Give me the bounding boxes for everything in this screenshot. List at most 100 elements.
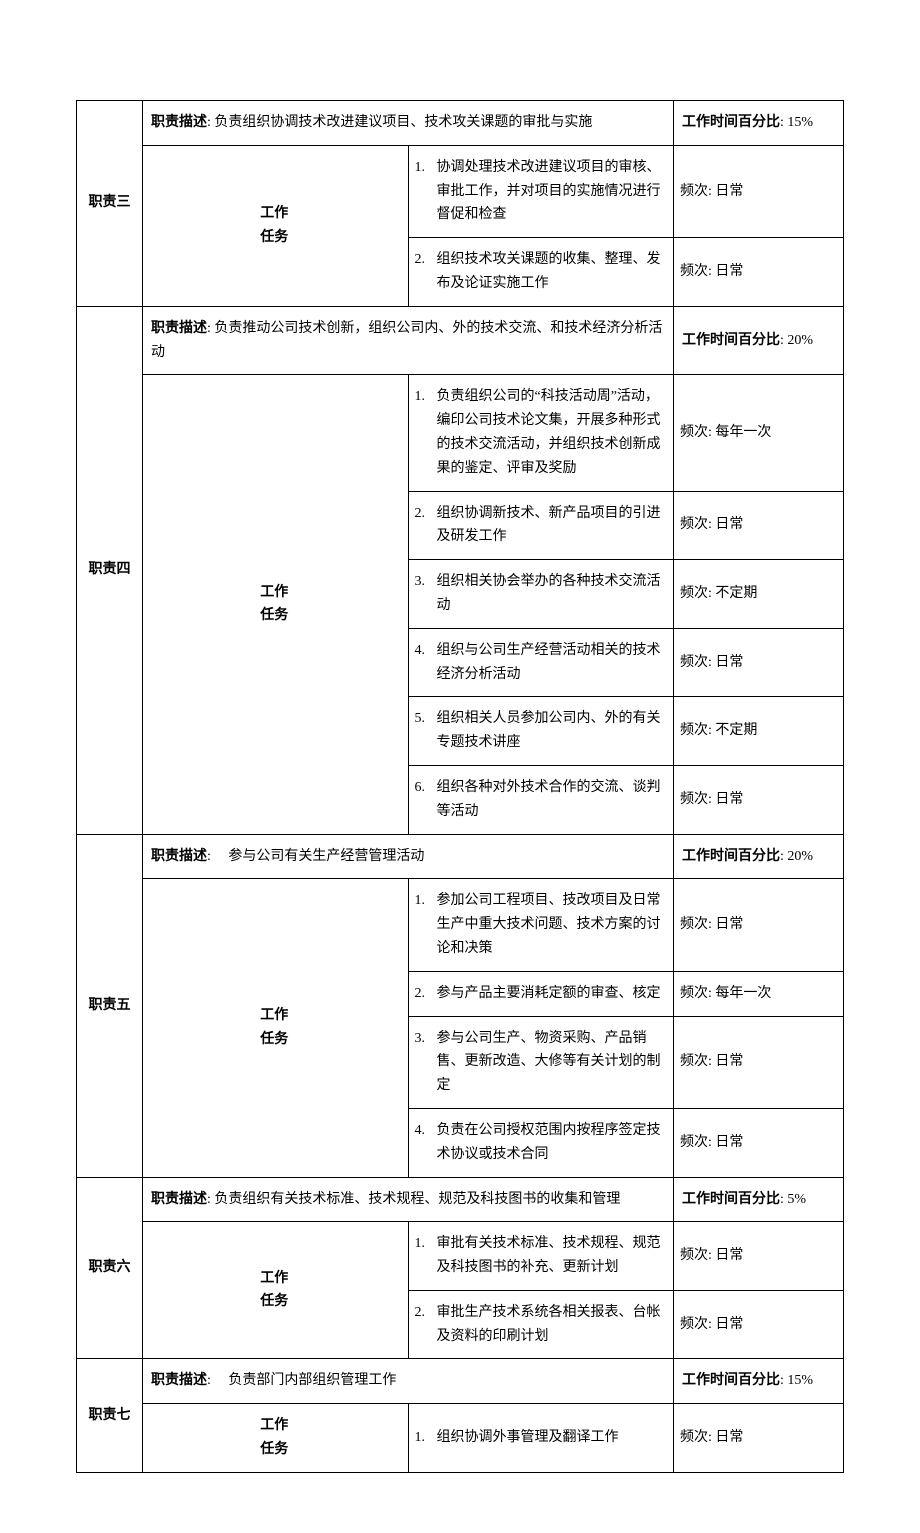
- task-row: 工作 任务1.组织协调外事管理及翻译工作频次: 日常: [77, 1404, 844, 1473]
- task-text: 负责组织公司的“科技活动周”活动，编印公司技术论文集，开展多种形式的技术交流活动…: [437, 385, 662, 480]
- task-text-cell: 2.审批生产技术系统各相关报表、台帐及资料的印刷计划: [408, 1290, 674, 1359]
- task-text-cell: 2.参与产品主要消耗定额的审查、核定: [408, 971, 674, 1016]
- task-number: 2.: [415, 1301, 437, 1325]
- freq-label: 频次: [680, 792, 708, 807]
- task-text: 审批生产技术系统各相关报表、台帐及资料的印刷计划: [437, 1301, 662, 1349]
- duty-desc-row: 职责五职责描述: 参与公司有关生产经营管理活动工作时间百分比: 20%: [77, 834, 844, 879]
- duty-name: 职责五: [77, 834, 143, 1177]
- task-freq: 频次: 日常: [674, 145, 844, 237]
- freq-label: 频次: [680, 723, 708, 738]
- freq-label: 频次: [680, 264, 708, 279]
- duty-description: 职责描述: 负责组织有关技术标准、技术规程、规范及科技图书的收集和管理: [143, 1177, 674, 1222]
- task-text-cell: 1.协调处理技术改进建议项目的审核、审批工作，并对项目的实施情况进行督促和检查: [408, 145, 674, 237]
- duty-name: 职责三: [77, 101, 143, 307]
- freq-value: 日常: [715, 184, 743, 199]
- freq-label: 频次: [680, 1054, 708, 1069]
- task-number: 1.: [415, 385, 437, 409]
- task-text: 组织协调外事管理及翻译工作: [437, 1426, 662, 1450]
- task-number: 1.: [415, 1426, 437, 1450]
- task-text: 组织与公司生产经营活动相关的技术经济分析活动: [437, 639, 662, 687]
- duty-name: 职责六: [77, 1177, 143, 1359]
- task-text: 负责在公司授权范围内按程序签定技术协议或技术合同: [437, 1119, 662, 1167]
- task-text-cell: 3.参与公司生产、物资采购、产品销售、更新改造、大修等有关计划的制定: [408, 1016, 674, 1108]
- task-row: 工作 任务1.负责组织公司的“科技活动周”活动，编印公司技术论文集，开展多种形式…: [77, 375, 844, 491]
- task-text-cell: 4.组织与公司生产经营活动相关的技术经济分析活动: [408, 628, 674, 697]
- duty-name: 职责七: [77, 1359, 143, 1472]
- task-freq: 频次: 日常: [674, 1108, 844, 1177]
- desc-text: 负责组织有关技术标准、技术规程、规范及科技图书的收集和管理: [214, 1192, 620, 1207]
- desc-text: 负责部门内部组织管理工作: [214, 1373, 396, 1388]
- freq-label: 频次: [680, 917, 708, 932]
- task-number: 2.: [415, 982, 437, 1006]
- task-freq: 频次: 日常: [674, 1016, 844, 1108]
- freq-label: 频次: [680, 517, 708, 532]
- desc-label: 职责描述: [151, 115, 207, 130]
- freq-value: 日常: [715, 517, 743, 532]
- freq-value: 每年一次: [715, 425, 771, 440]
- task-text-cell: 2.组织技术攻关课题的收集、整理、发布及论证实施工作: [408, 238, 674, 307]
- freq-label: 频次: [680, 184, 708, 199]
- task-text: 组织相关协会举办的各种技术交流活动: [437, 570, 662, 618]
- freq-value: 日常: [715, 1317, 743, 1332]
- task-row: 工作 任务1.审批有关技术标准、技术规程、规范及科技图书的补充、更新计划频次: …: [77, 1222, 844, 1291]
- percent-value: 15%: [787, 1373, 813, 1388]
- task-text: 参与公司生产、物资采购、产品销售、更新改造、大修等有关计划的制定: [437, 1027, 662, 1098]
- task-text-cell: 1.审批有关技术标准、技术规程、规范及科技图书的补充、更新计划: [408, 1222, 674, 1291]
- desc-text: 负责推动公司技术创新，组织公司内、外的技术交流、和技术经济分析活动: [151, 321, 662, 360]
- task-freq: 频次: 不定期: [674, 697, 844, 766]
- task-row: 工作 任务1.参加公司工程项目、技改项目及日常生产中重大技术问题、技术方案的讨论…: [77, 879, 844, 971]
- task-text-cell: 1.负责组织公司的“科技活动周”活动，编印公司技术论文集，开展多种形式的技术交流…: [408, 375, 674, 491]
- task-number: 3.: [415, 1027, 437, 1051]
- freq-value: 日常: [715, 1248, 743, 1263]
- task-text: 审批有关技术标准、技术规程、规范及科技图书的补充、更新计划: [437, 1232, 662, 1280]
- desc-label: 职责描述: [151, 1192, 207, 1207]
- task-text: 参加公司工程项目、技改项目及日常生产中重大技术问题、技术方案的讨论和决策: [437, 889, 662, 960]
- duty-name: 职责四: [77, 306, 143, 834]
- task-header: 工作 任务: [143, 375, 409, 834]
- freq-value: 日常: [715, 1430, 743, 1445]
- duties-table: 职责三职责描述: 负责组织协调技术改进建议项目、技术攻关课题的审批与实施工作时间…: [76, 100, 844, 1473]
- duty-description: 职责描述: 负责部门内部组织管理工作: [143, 1359, 674, 1404]
- task-text-cell: 5.组织相关人员参加公司内、外的有关专题技术讲座: [408, 697, 674, 766]
- percent-value: 5%: [787, 1192, 806, 1207]
- freq-value: 日常: [715, 792, 743, 807]
- duty-description: 职责描述: 负责组织协调技术改进建议项目、技术攻关课题的审批与实施: [143, 101, 674, 146]
- freq-label: 频次: [680, 986, 708, 1001]
- duty-percent: 工作时间百分比: 20%: [674, 834, 844, 879]
- task-freq: 频次: 日常: [674, 765, 844, 834]
- task-header: 工作 任务: [143, 1404, 409, 1473]
- freq-label: 频次: [680, 425, 708, 440]
- duty-percent: 工作时间百分比: 5%: [674, 1177, 844, 1222]
- task-text: 参与产品主要消耗定额的审查、核定: [437, 982, 662, 1006]
- percent-value: 20%: [787, 333, 813, 348]
- task-number: 3.: [415, 570, 437, 594]
- task-header: 工作 任务: [143, 879, 409, 1177]
- task-text-cell: 2.组织协调新技术、新产品项目的引进及研发工作: [408, 491, 674, 560]
- task-header: 工作 任务: [143, 145, 409, 306]
- freq-label: 频次: [680, 1135, 708, 1150]
- task-text-cell: 1.参加公司工程项目、技改项目及日常生产中重大技术问题、技术方案的讨论和决策: [408, 879, 674, 971]
- freq-value: 不定期: [715, 723, 757, 738]
- duty-desc-row: 职责四职责描述: 负责推动公司技术创新，组织公司内、外的技术交流、和技术经济分析…: [77, 306, 844, 375]
- task-number: 2.: [415, 248, 437, 272]
- task-number: 1.: [415, 156, 437, 180]
- task-freq: 频次: 日常: [674, 879, 844, 971]
- task-freq: 频次: 不定期: [674, 560, 844, 629]
- freq-label: 频次: [680, 1430, 708, 1445]
- task-number: 5.: [415, 707, 437, 731]
- task-row: 工作 任务1.协调处理技术改进建议项目的审核、审批工作，并对项目的实施情况进行督…: [77, 145, 844, 237]
- task-number: 4.: [415, 639, 437, 663]
- task-text: 组织技术攻关课题的收集、整理、发布及论证实施工作: [437, 248, 662, 296]
- percent-label: 工作时间百分比: [682, 849, 780, 864]
- freq-label: 频次: [680, 1317, 708, 1332]
- task-freq: 频次: 日常: [674, 238, 844, 307]
- duty-desc-row: 职责六职责描述: 负责组织有关技术标准、技术规程、规范及科技图书的收集和管理工作…: [77, 1177, 844, 1222]
- freq-value: 日常: [715, 1135, 743, 1150]
- percent-value: 20%: [787, 849, 813, 864]
- freq-value: 日常: [715, 655, 743, 670]
- freq-value: 不定期: [715, 586, 757, 601]
- desc-label: 职责描述: [151, 849, 207, 864]
- freq-value: 日常: [715, 1054, 743, 1069]
- freq-value: 日常: [715, 917, 743, 932]
- task-text-cell: 3.组织相关协会举办的各种技术交流活动: [408, 560, 674, 629]
